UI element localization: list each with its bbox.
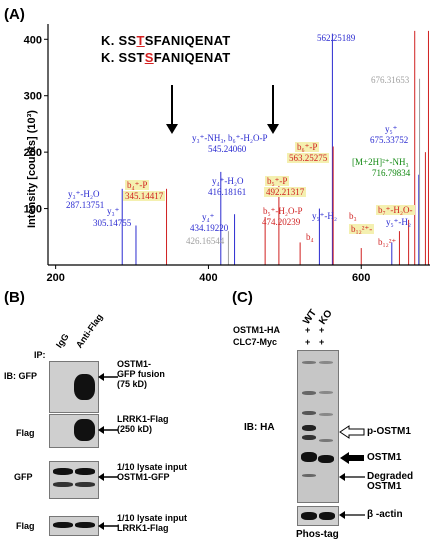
- annotation: 492.21317: [264, 187, 307, 197]
- annotation: 716.79834: [372, 168, 411, 178]
- condition-label: OSTM1-HA: [233, 325, 280, 335]
- blot-row-label: Flag: [16, 428, 35, 438]
- annotation: y₃⁺: [107, 206, 120, 216]
- panel-c-label: (C): [232, 289, 253, 306]
- blot-row-desc: LRRK1-Flag (250 kD): [117, 414, 169, 434]
- annotation: 426.16544: [186, 236, 225, 246]
- annotation: b₄⁺-P: [125, 180, 150, 190]
- annotation: 305.14755: [93, 218, 132, 228]
- annotation: 676.31653: [371, 75, 410, 85]
- peptide-sequence-2: K. SSTSFANIQENAT: [101, 50, 231, 65]
- arrow-left-icon: [339, 511, 365, 519]
- ip-label: IP:: [34, 350, 46, 360]
- annotation: b₇⁺-H₂O-: [376, 205, 415, 215]
- band-label: Degraded OSTM1: [367, 471, 414, 492]
- panel-b-label: (B): [4, 289, 25, 306]
- lane-label-igg: IgG: [54, 331, 71, 350]
- arrow-marker-1: [166, 85, 178, 134]
- x-tick-label: 600: [352, 272, 370, 284]
- annotation: y₄⁺-H₂O: [212, 176, 244, 186]
- annotation: 416.18161: [208, 187, 247, 197]
- annotation: b₅⁺-H₂O-P: [263, 206, 303, 216]
- annotation: b₅⁺-P: [265, 176, 290, 186]
- hollow-arrow-icon: [339, 425, 365, 439]
- annotation: 287.13751: [66, 200, 105, 210]
- blot-row-desc: OSTM1- GFP fusion (75 kD): [117, 359, 165, 389]
- annotation: y₅⁺-H₂: [312, 211, 338, 221]
- annotation: y₅⁺: [385, 124, 398, 134]
- y-tick-label: 300: [24, 91, 42, 103]
- annotation: 474.20239: [262, 217, 301, 227]
- annotation: b₆⁺-P: [295, 142, 320, 152]
- band-label: p-OSTM1: [367, 426, 411, 437]
- phos-tag-label: Phos-tag: [296, 529, 339, 540]
- y-tick-label: 200: [24, 147, 42, 159]
- condition-sign: +: [305, 337, 311, 347]
- condition-sign: +: [305, 325, 311, 335]
- x-tick-label: 200: [46, 272, 64, 284]
- annotation: 545.24060: [208, 144, 247, 154]
- blot-ib-ha: [297, 350, 339, 503]
- annotation: 675.33752: [370, 135, 409, 145]
- blot-flag-input: [49, 516, 99, 536]
- ib-label: IB: HA: [244, 422, 275, 433]
- lane-label-wt: WT: [301, 307, 320, 327]
- arrow-marker-2: [267, 85, 279, 134]
- annotation: 563.25275: [287, 153, 330, 163]
- annotation: y₅⁺-H₂: [386, 217, 412, 227]
- blot-row-label: IB: GFP: [4, 371, 37, 381]
- blot-row-desc: 1/10 lysate input OSTM1-GFP: [117, 462, 188, 482]
- condition-sign: +: [319, 325, 325, 335]
- mass-spectrum-chart: 100 200 300 400 200 400 600: [24, 24, 430, 284]
- annotation: y₄⁺: [202, 212, 215, 222]
- blot-gfp-input: [49, 461, 99, 499]
- y-tick-label: 100: [24, 204, 42, 216]
- blot-row-label: GFP: [14, 472, 33, 482]
- y-tick-label: 400: [24, 34, 42, 46]
- annotation: y₃⁺-NH₃, b₆⁺-H₂O-P: [192, 133, 268, 143]
- condition-label: CLC7-Myc: [233, 337, 278, 347]
- annotation: b₁₂²⁺: [378, 237, 397, 247]
- condition-sign: +: [319, 337, 325, 347]
- annotation: b₄: [306, 232, 314, 242]
- arrow-left-icon: [339, 473, 365, 481]
- annotation: 434.19220: [190, 223, 229, 233]
- peptide-sequence-1: K. SSTSFANIQENAT: [101, 33, 231, 48]
- annotation: 345.14417: [123, 191, 166, 201]
- lane-label-anti-flag: Anti-Flag: [74, 312, 105, 350]
- actin-label: β -actin: [367, 509, 403, 520]
- x-tick-label: 400: [199, 272, 217, 284]
- arrow-left-icon: [98, 522, 118, 530]
- annotation: b₃: [349, 211, 357, 221]
- arrow-left-icon: [98, 426, 118, 434]
- blot-row-label: Flag: [16, 521, 35, 531]
- blot-flag: [49, 414, 99, 448]
- panel-a-label: (A): [4, 6, 25, 23]
- band-label: OSTM1: [367, 452, 402, 463]
- annotation: y₃⁺-H₂O: [68, 189, 100, 199]
- arrow-left-icon: [98, 373, 118, 381]
- blot-beta-actin: [297, 506, 339, 526]
- blot-ib-gfp: [49, 361, 99, 413]
- blot-row-desc: 1/10 lysate input LRRK1-Flag: [117, 513, 188, 533]
- bold-arrow-icon: [340, 452, 364, 464]
- arrow-left-icon: [98, 473, 118, 481]
- annotation: b₁₂²⁺-: [349, 224, 375, 234]
- annotation: 562.25189: [317, 33, 356, 43]
- annotation: [M+2H]²⁺-NH₃: [352, 157, 409, 167]
